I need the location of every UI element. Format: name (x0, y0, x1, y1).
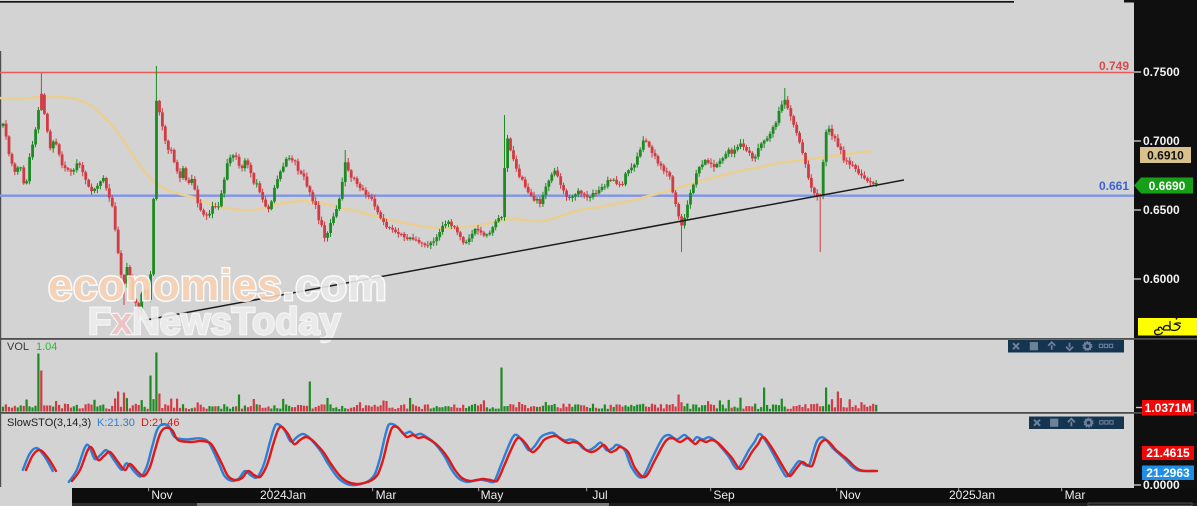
svg-text:21.2963: 21.2963 (1146, 466, 1190, 480)
svg-text:1.0371M: 1.0371M (1145, 401, 1192, 415)
svg-text:0.6910: 0.6910 (1147, 149, 1184, 163)
svg-text:0.6690: 0.6690 (1149, 179, 1186, 193)
svg-text:May: May (481, 488, 504, 502)
svg-text:0.6000: 0.6000 (1143, 272, 1180, 286)
svg-text:Nov: Nov (839, 488, 860, 502)
svg-text:0.7500: 0.7500 (1143, 65, 1180, 79)
svg-text:0.661: 0.661 (1099, 179, 1129, 193)
svg-text:Jul: Jul (592, 488, 607, 502)
svg-text:2025Jan: 2025Jan (949, 488, 995, 502)
svg-text:VOL: VOL (7, 341, 29, 353)
svg-text:0.7000: 0.7000 (1143, 134, 1180, 148)
svg-text:Nov: Nov (151, 488, 172, 502)
svg-text:K:21.30: K:21.30 (97, 417, 135, 429)
svg-text:0.6500: 0.6500 (1143, 203, 1180, 217)
svg-text:FxNewsToday: FxNewsToday (88, 301, 341, 343)
svg-text:2024Jan: 2024Jan (260, 488, 306, 502)
svg-text:SlowSTO(3,14,3): SlowSTO(3,14,3) (7, 417, 91, 429)
svg-text:0.749: 0.749 (1099, 59, 1129, 73)
svg-text:0.0000: 0.0000 (1143, 478, 1180, 492)
svg-text:Sep: Sep (713, 488, 735, 502)
svg-text:Mar: Mar (376, 488, 397, 502)
svg-text:Mar: Mar (1065, 488, 1086, 502)
svg-text:economies.com: economies.com (48, 261, 387, 310)
svg-text:1.04: 1.04 (36, 341, 57, 353)
svg-text:21.4615: 21.4615 (1146, 446, 1190, 460)
svg-text:D:21.46: D:21.46 (141, 417, 180, 429)
